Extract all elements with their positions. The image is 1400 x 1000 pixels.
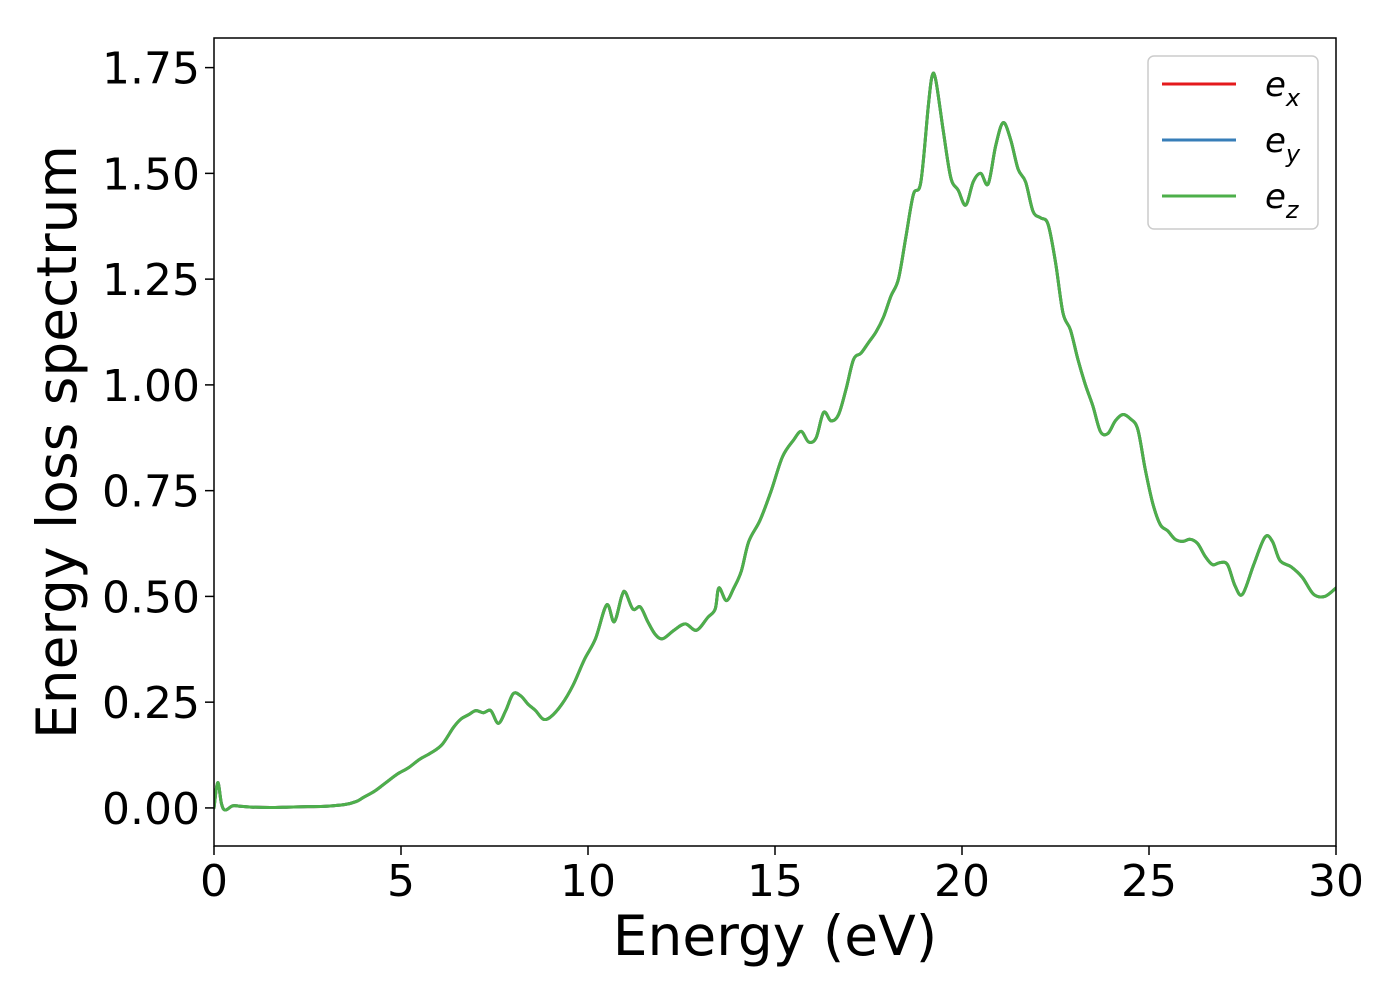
legend-label-subscript: y bbox=[1285, 140, 1301, 168]
y-tick-label: 0.00 bbox=[102, 784, 200, 835]
x-tick-label: 20 bbox=[934, 856, 990, 907]
y-tick-label: 0.50 bbox=[102, 572, 200, 623]
x-tick-label: 15 bbox=[747, 856, 803, 907]
x-axis-label: Energy (eV) bbox=[613, 904, 937, 968]
y-axis-ticks: 0.00 0.25 0.50 0.75 1.00 1.25 1.50 1.75 bbox=[102, 44, 214, 835]
legend-label-main: e bbox=[1265, 121, 1286, 161]
series-lines bbox=[214, 71, 1336, 812]
y-tick-label: 1.50 bbox=[102, 149, 200, 200]
x-tick-label: 10 bbox=[560, 856, 616, 907]
y-axis-label: Energy loss spectrum bbox=[25, 145, 89, 739]
legend-label-e-y: ey bbox=[1265, 121, 1301, 168]
legend-label-main: e bbox=[1265, 65, 1286, 105]
y-tick-label: 1.75 bbox=[102, 44, 200, 95]
x-axis-ticks: 0 5 10 15 20 25 30 bbox=[200, 846, 1364, 907]
y-tick-label: 1.25 bbox=[102, 255, 200, 306]
legend-label-e-x: ex bbox=[1265, 65, 1301, 112]
x-tick-label: 5 bbox=[387, 856, 415, 907]
legend-label-subscript: x bbox=[1285, 84, 1301, 112]
x-tick-label: 30 bbox=[1308, 856, 1364, 907]
y-tick-label: 1.00 bbox=[102, 361, 200, 412]
legend-box bbox=[1147, 55, 1319, 230]
series-line-e-z bbox=[214, 71, 1336, 812]
y-tick-label: 0.25 bbox=[102, 678, 200, 729]
legend-label-main: e bbox=[1265, 177, 1286, 217]
x-tick-label: 25 bbox=[1121, 856, 1177, 907]
x-tick-label: 0 bbox=[200, 856, 228, 907]
legend-label-subscript: z bbox=[1285, 196, 1300, 224]
legend-label-e-z: ez bbox=[1265, 177, 1300, 224]
y-tick-label: 0.75 bbox=[102, 467, 200, 518]
